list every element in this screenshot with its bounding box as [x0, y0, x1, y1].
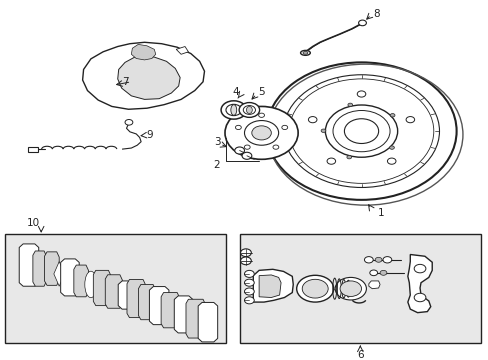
Circle shape	[234, 147, 244, 154]
Text: 6: 6	[356, 350, 363, 360]
Circle shape	[389, 146, 393, 149]
Circle shape	[344, 119, 378, 144]
Circle shape	[240, 257, 251, 265]
Polygon shape	[118, 55, 180, 99]
Ellipse shape	[239, 103, 259, 117]
Circle shape	[235, 125, 241, 130]
Circle shape	[289, 79, 433, 183]
Circle shape	[325, 105, 397, 157]
Circle shape	[382, 257, 391, 263]
Circle shape	[283, 75, 439, 188]
Polygon shape	[198, 302, 217, 342]
Circle shape	[296, 275, 333, 302]
Polygon shape	[54, 262, 64, 286]
Circle shape	[389, 113, 394, 117]
Ellipse shape	[246, 107, 252, 113]
Text: 9: 9	[146, 130, 152, 140]
Polygon shape	[82, 42, 204, 109]
Polygon shape	[149, 287, 168, 325]
Text: 10: 10	[27, 219, 41, 229]
Text: 1: 1	[377, 208, 384, 218]
Polygon shape	[44, 252, 59, 285]
Polygon shape	[105, 275, 122, 308]
Polygon shape	[74, 265, 88, 297]
Circle shape	[224, 107, 298, 159]
Circle shape	[369, 270, 377, 276]
Polygon shape	[131, 44, 156, 60]
Polygon shape	[407, 255, 431, 312]
Circle shape	[240, 249, 251, 257]
Polygon shape	[259, 275, 281, 297]
Circle shape	[272, 145, 278, 149]
Circle shape	[244, 270, 254, 278]
Circle shape	[302, 279, 327, 298]
Text: 7: 7	[122, 77, 128, 87]
Text: 4: 4	[232, 87, 239, 97]
Circle shape	[244, 145, 250, 149]
Circle shape	[244, 279, 254, 286]
Polygon shape	[33, 251, 46, 286]
Circle shape	[386, 158, 395, 164]
Circle shape	[242, 152, 251, 159]
Ellipse shape	[84, 271, 97, 298]
Ellipse shape	[225, 104, 241, 116]
Circle shape	[321, 129, 325, 132]
Polygon shape	[93, 270, 111, 306]
Circle shape	[374, 257, 381, 262]
Circle shape	[281, 125, 287, 130]
Polygon shape	[185, 299, 205, 338]
Polygon shape	[161, 293, 179, 328]
Circle shape	[405, 117, 414, 123]
Circle shape	[358, 20, 366, 26]
Ellipse shape	[243, 105, 255, 114]
Polygon shape	[61, 259, 79, 296]
Circle shape	[379, 270, 386, 275]
Circle shape	[347, 103, 352, 107]
Circle shape	[364, 257, 372, 263]
Polygon shape	[368, 281, 379, 289]
Polygon shape	[253, 269, 293, 302]
Ellipse shape	[303, 51, 307, 54]
Circle shape	[413, 293, 425, 302]
Polygon shape	[19, 244, 39, 286]
Ellipse shape	[230, 105, 236, 115]
Circle shape	[332, 111, 389, 152]
Circle shape	[339, 281, 361, 296]
Circle shape	[357, 91, 365, 97]
Circle shape	[266, 62, 456, 200]
Polygon shape	[127, 279, 145, 318]
Polygon shape	[176, 46, 188, 54]
Polygon shape	[138, 284, 155, 320]
Circle shape	[334, 278, 366, 300]
Polygon shape	[118, 281, 132, 309]
Circle shape	[326, 158, 335, 164]
Circle shape	[308, 117, 316, 123]
Circle shape	[346, 156, 351, 159]
Text: 2: 2	[212, 159, 219, 170]
Circle shape	[244, 297, 254, 304]
Circle shape	[251, 126, 271, 140]
Ellipse shape	[221, 101, 246, 119]
Circle shape	[244, 288, 254, 295]
Circle shape	[244, 121, 278, 145]
Text: 8: 8	[372, 9, 379, 19]
Bar	[27, 147, 38, 152]
Text: 5: 5	[257, 87, 264, 96]
Bar	[239, 234, 480, 343]
Text: 3: 3	[214, 138, 221, 147]
Circle shape	[413, 264, 425, 273]
Circle shape	[258, 113, 264, 117]
Bar	[4, 234, 226, 343]
Circle shape	[125, 120, 133, 125]
Ellipse shape	[300, 50, 310, 55]
Polygon shape	[174, 296, 192, 333]
